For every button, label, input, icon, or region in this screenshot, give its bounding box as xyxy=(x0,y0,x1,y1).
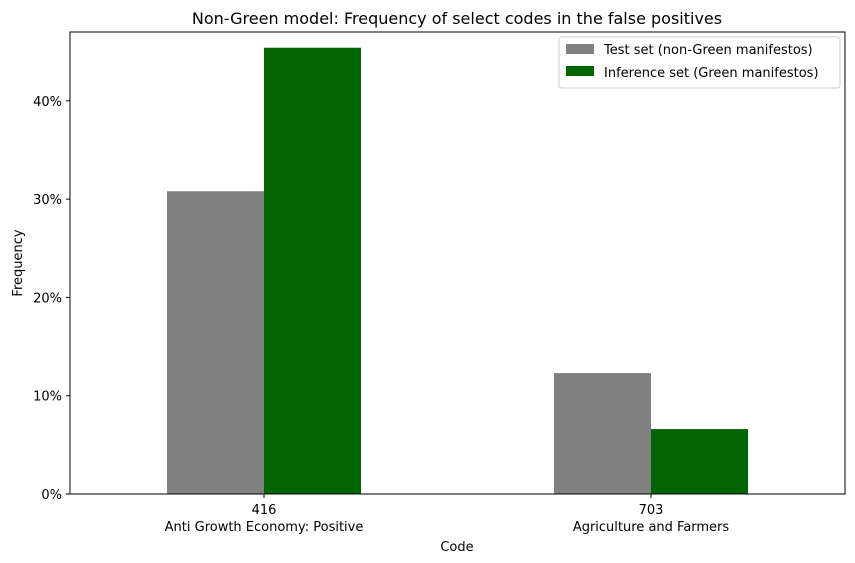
y-tick-label: 30% xyxy=(33,193,62,208)
legend-box xyxy=(558,36,841,89)
x-axis-ticks: 416 Anti Growth Economy: Positive 703 Agric… xyxy=(165,494,730,535)
x-tick-label-description: Agriculture and Farmers xyxy=(573,520,730,535)
y-axis-ticks: 0% 10% 20% 30% 40% xyxy=(33,95,70,503)
y-axis-label: Frequency xyxy=(11,229,26,296)
plot-frame xyxy=(69,31,846,495)
y-tick-label: 0% xyxy=(41,488,62,503)
y-tick-label: 10% xyxy=(33,390,62,405)
x-tick-label-description: Anti Growth Economy: Positive xyxy=(165,520,364,535)
chart-title: Non-Green model: Frequency of select cod… xyxy=(192,9,722,28)
y-tick-label: 40% xyxy=(33,95,62,110)
x-tick-label-code: 416 xyxy=(252,503,277,518)
bar-416-series-1 xyxy=(167,191,264,494)
x-axis-label: Code xyxy=(440,540,473,555)
x-tick-label-code: 703 xyxy=(639,503,664,518)
legend-label-test-set: Test set (non-Green manifestos) xyxy=(603,43,813,58)
bar-416-series-2 xyxy=(264,47,361,494)
bars-layer xyxy=(167,47,748,494)
legend: Test set (non-Green manifestos) Inferenc… xyxy=(558,36,841,89)
legend-label-inference-set: Inference set (Green manifestos) xyxy=(604,66,819,81)
legend-swatch-inference-set xyxy=(566,66,594,76)
legend-swatch-test-set xyxy=(566,44,594,54)
y-tick-label: 20% xyxy=(33,291,62,306)
bar-703-series-1 xyxy=(554,373,651,494)
bar-703-series-2 xyxy=(651,429,748,494)
